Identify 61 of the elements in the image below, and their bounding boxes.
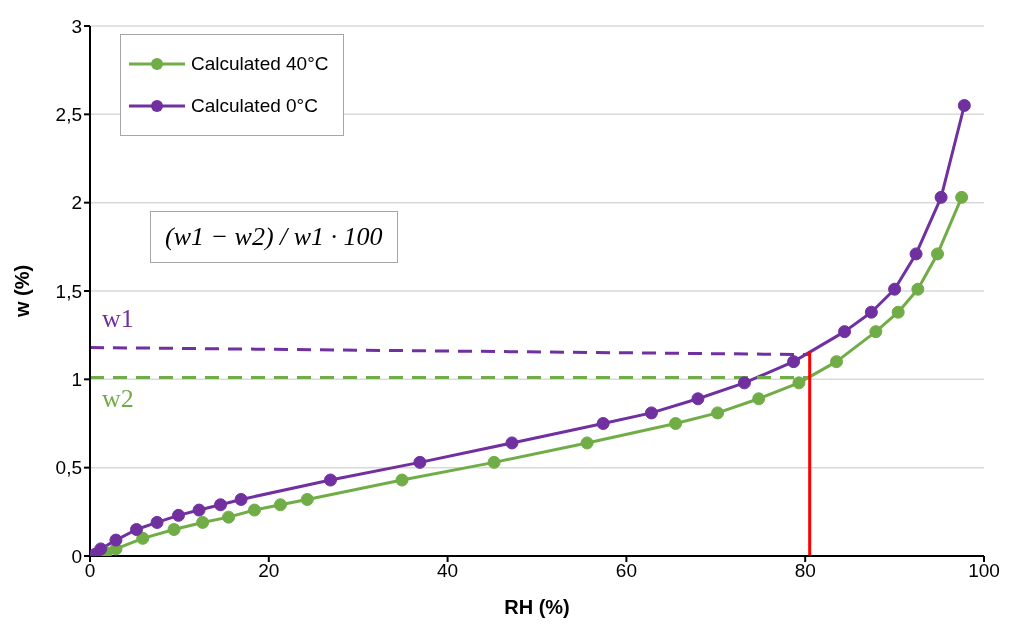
point bbox=[413, 455, 427, 469]
point bbox=[888, 282, 902, 296]
point bbox=[323, 473, 337, 487]
point bbox=[395, 473, 409, 487]
point bbox=[891, 305, 905, 319]
point bbox=[909, 247, 923, 261]
y-tick-label: 1,5 bbox=[55, 280, 82, 302]
point bbox=[669, 417, 683, 430]
point bbox=[196, 515, 210, 529]
point bbox=[273, 498, 287, 512]
y-axis-title: w (%) bbox=[11, 264, 34, 319]
legend-label: Calculated 0°C bbox=[191, 95, 318, 117]
legend-label: Calculated 40°C bbox=[191, 53, 329, 75]
point bbox=[248, 503, 261, 517]
point bbox=[109, 533, 123, 547]
point bbox=[596, 417, 610, 430]
point bbox=[838, 325, 852, 339]
point bbox=[957, 99, 971, 112]
point bbox=[931, 247, 945, 261]
point bbox=[869, 325, 883, 339]
point bbox=[222, 510, 236, 524]
x-tick-label: 20 bbox=[258, 560, 280, 582]
point bbox=[955, 190, 969, 204]
x-tick-label: 100 bbox=[968, 560, 1000, 582]
point bbox=[150, 515, 164, 529]
point bbox=[136, 531, 150, 545]
point bbox=[167, 523, 181, 536]
point bbox=[711, 406, 725, 420]
point bbox=[300, 492, 314, 506]
annotation: (w1 − w2) / w1 · 100 bbox=[150, 211, 398, 263]
point bbox=[934, 190, 948, 204]
point bbox=[787, 355, 801, 369]
y-tick-label: 1 bbox=[71, 369, 82, 391]
y-tick-label: 2 bbox=[71, 192, 82, 214]
point bbox=[792, 376, 806, 390]
x-axis-title: RH (%) bbox=[504, 596, 570, 618]
point bbox=[487, 455, 501, 469]
annotation: w1 bbox=[102, 303, 134, 334]
annotation: w2 bbox=[102, 383, 134, 414]
point bbox=[234, 492, 248, 506]
point bbox=[911, 282, 925, 296]
y-tick-label: 2,5 bbox=[55, 104, 82, 126]
x-tick-label: 60 bbox=[615, 560, 637, 582]
y-tick-label: 0,5 bbox=[55, 457, 82, 479]
point bbox=[94, 542, 108, 556]
x-tick-label: 80 bbox=[794, 560, 816, 582]
point bbox=[172, 508, 186, 522]
point bbox=[192, 503, 206, 517]
point bbox=[691, 392, 705, 406]
point bbox=[864, 305, 878, 319]
point bbox=[505, 436, 519, 450]
y-tick-label: 0 bbox=[71, 545, 82, 567]
point bbox=[752, 392, 766, 406]
point bbox=[644, 406, 658, 420]
point bbox=[129, 523, 143, 536]
point bbox=[737, 376, 751, 390]
point bbox=[829, 355, 843, 369]
y-tick-label: 3 bbox=[71, 15, 82, 37]
x-tick-label: 40 bbox=[437, 560, 459, 582]
point bbox=[580, 436, 594, 450]
point bbox=[214, 498, 228, 512]
